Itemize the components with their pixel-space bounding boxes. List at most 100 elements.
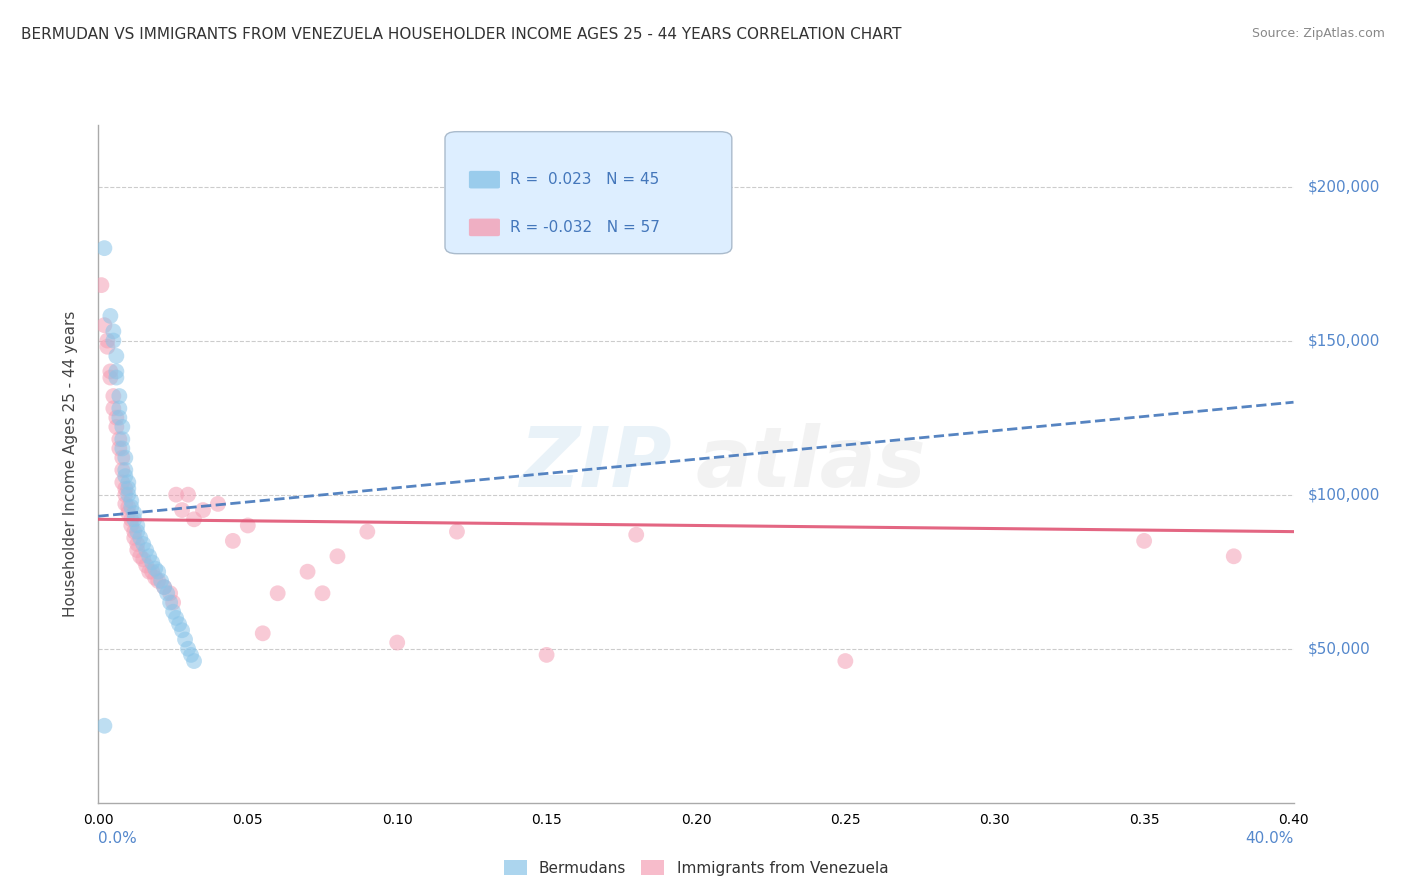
Point bbox=[90, 278, 112, 293]
Text: $50,000: $50,000 bbox=[1308, 641, 1371, 657]
Text: 40.0%: 40.0% bbox=[1246, 831, 1294, 846]
Point bbox=[103, 401, 125, 416]
Point bbox=[311, 586, 333, 600]
Point bbox=[120, 518, 142, 533]
Text: ZIP: ZIP bbox=[519, 424, 672, 504]
Y-axis label: Householder Income Ages 25 - 44 years: Householder Income Ages 25 - 44 years bbox=[63, 310, 77, 617]
Point bbox=[120, 493, 142, 508]
Point bbox=[111, 463, 134, 477]
Point bbox=[111, 442, 134, 456]
Text: R = -0.032   N = 57: R = -0.032 N = 57 bbox=[509, 220, 659, 235]
Point bbox=[143, 571, 166, 585]
Point bbox=[108, 410, 131, 425]
Point bbox=[111, 432, 134, 446]
Text: BERMUDAN VS IMMIGRANTS FROM VENEZUELA HOUSEHOLDER INCOME AGES 25 - 44 YEARS CORR: BERMUDAN VS IMMIGRANTS FROM VENEZUELA HO… bbox=[21, 27, 901, 42]
Point bbox=[105, 349, 128, 363]
Point bbox=[124, 531, 146, 545]
FancyBboxPatch shape bbox=[444, 132, 733, 253]
Point bbox=[172, 503, 194, 517]
Point bbox=[834, 654, 856, 668]
Point bbox=[108, 432, 131, 446]
Point bbox=[159, 586, 181, 600]
Point bbox=[624, 527, 647, 541]
Point bbox=[177, 641, 200, 656]
Point bbox=[1223, 549, 1246, 564]
Point bbox=[153, 580, 176, 594]
Point bbox=[162, 605, 184, 619]
Text: $200,000: $200,000 bbox=[1308, 179, 1379, 194]
Point bbox=[98, 370, 122, 384]
Point bbox=[124, 506, 146, 520]
Point bbox=[150, 574, 173, 588]
Legend: Bermudans, Immigrants from Venezuela: Bermudans, Immigrants from Venezuela bbox=[496, 852, 896, 883]
Point bbox=[103, 389, 125, 403]
Point bbox=[1133, 533, 1156, 548]
Point bbox=[446, 524, 468, 539]
Point bbox=[114, 488, 136, 502]
Point bbox=[117, 506, 139, 520]
Point bbox=[143, 561, 166, 575]
Point bbox=[183, 654, 205, 668]
Point bbox=[93, 318, 115, 333]
Point bbox=[174, 632, 197, 647]
Text: R =  0.023   N = 45: R = 0.023 N = 45 bbox=[509, 172, 659, 187]
Text: Source: ZipAtlas.com: Source: ZipAtlas.com bbox=[1251, 27, 1385, 40]
Point bbox=[108, 442, 131, 456]
Point bbox=[93, 241, 115, 255]
Point bbox=[180, 648, 202, 662]
Point bbox=[132, 552, 155, 566]
Text: atlas: atlas bbox=[696, 424, 927, 504]
Point bbox=[105, 420, 128, 434]
Text: $150,000: $150,000 bbox=[1308, 333, 1379, 348]
Point bbox=[114, 450, 136, 465]
Point bbox=[108, 401, 131, 416]
Point bbox=[120, 512, 142, 526]
Point bbox=[162, 595, 184, 609]
Text: $100,000: $100,000 bbox=[1308, 487, 1379, 502]
Point bbox=[207, 497, 229, 511]
Point bbox=[127, 537, 149, 551]
Point bbox=[111, 450, 134, 465]
Point bbox=[141, 556, 163, 570]
Point bbox=[114, 469, 136, 483]
Point bbox=[156, 586, 179, 600]
Point bbox=[114, 463, 136, 477]
Point bbox=[105, 370, 128, 384]
Point bbox=[236, 518, 259, 533]
Point bbox=[114, 497, 136, 511]
Point bbox=[252, 626, 274, 640]
Point bbox=[138, 565, 160, 579]
Point bbox=[148, 574, 170, 588]
Point bbox=[132, 537, 155, 551]
Point bbox=[267, 586, 290, 600]
Point bbox=[117, 488, 139, 502]
Point bbox=[385, 635, 409, 649]
Point bbox=[120, 500, 142, 514]
Point bbox=[222, 533, 245, 548]
Point bbox=[127, 543, 149, 558]
Point bbox=[165, 488, 187, 502]
Point bbox=[98, 364, 122, 378]
Point bbox=[356, 524, 378, 539]
Point bbox=[326, 549, 349, 564]
Point bbox=[536, 648, 558, 662]
Point bbox=[148, 565, 170, 579]
Point bbox=[124, 512, 146, 526]
Point bbox=[117, 475, 139, 490]
Text: 0.0%: 0.0% bbox=[98, 831, 138, 846]
Point bbox=[165, 611, 187, 625]
Point bbox=[108, 389, 131, 403]
Point bbox=[183, 512, 205, 526]
Point bbox=[111, 475, 134, 490]
Point bbox=[93, 719, 115, 733]
Point bbox=[124, 524, 146, 539]
Point bbox=[138, 549, 160, 564]
Point bbox=[167, 617, 190, 632]
Point bbox=[98, 309, 122, 323]
Point bbox=[96, 340, 118, 354]
Point bbox=[135, 543, 157, 558]
Point bbox=[103, 334, 125, 348]
Point bbox=[297, 565, 319, 579]
Point bbox=[127, 518, 149, 533]
Point bbox=[177, 488, 200, 502]
